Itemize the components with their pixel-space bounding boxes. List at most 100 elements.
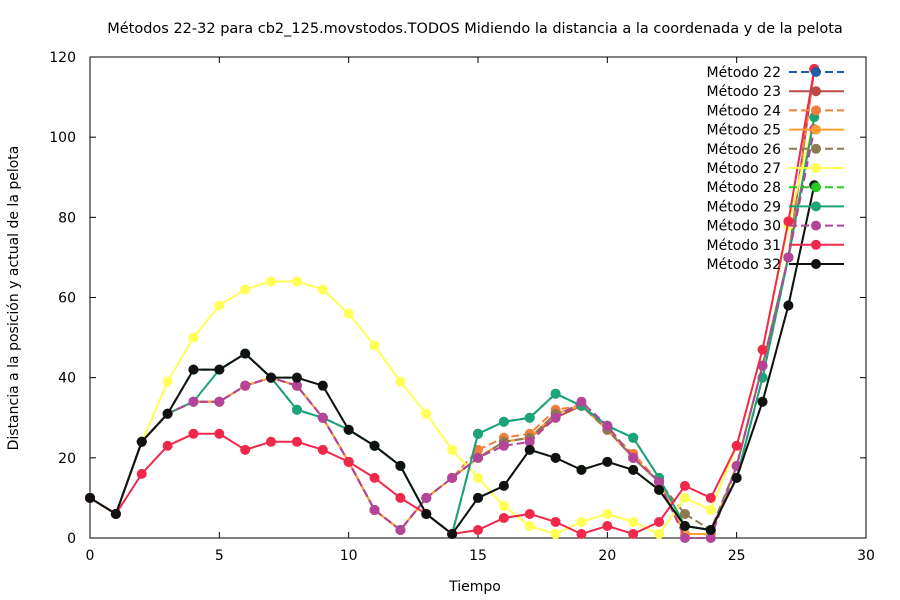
x-tick-label: 5	[215, 548, 224, 564]
data-point	[705, 504, 716, 515]
data-point	[524, 508, 535, 519]
data-point	[473, 524, 483, 535]
data-point	[395, 376, 406, 387]
data-point	[447, 444, 458, 455]
legend-swatch-marker	[811, 124, 821, 135]
legend-label: Método 23	[707, 84, 781, 100]
data-point	[550, 528, 561, 539]
y-tick-label: 20	[58, 451, 76, 467]
data-point	[731, 440, 742, 451]
data-point	[705, 524, 716, 535]
data-point	[628, 452, 639, 463]
data-point	[757, 344, 768, 355]
data-point	[214, 428, 225, 439]
series-layer	[85, 64, 820, 543]
data-point	[162, 376, 173, 387]
data-point	[110, 508, 121, 519]
legend-swatch-marker	[811, 86, 821, 97]
data-point	[240, 284, 251, 295]
legend-label: Método 24	[707, 103, 782, 119]
legend-item: Método 24	[707, 103, 844, 119]
data-point	[473, 452, 483, 463]
data-point	[473, 472, 483, 483]
data-point	[602, 420, 613, 431]
data-point	[291, 404, 302, 415]
data-point	[602, 520, 613, 531]
data-point	[343, 308, 354, 319]
legend-swatch-marker	[811, 201, 821, 212]
data-point	[654, 528, 665, 539]
x-tick-label: 0	[86, 548, 95, 564]
data-point	[188, 364, 199, 375]
y-tick-label: 40	[58, 371, 76, 387]
data-point	[266, 436, 277, 447]
axes: 0 5 10 15 20 25 30 0 20 40 60 80 100 120	[49, 50, 875, 564]
data-point	[654, 516, 665, 527]
data-point	[317, 444, 328, 455]
data-point	[421, 508, 432, 519]
data-point	[473, 428, 483, 439]
data-point	[421, 492, 432, 503]
data-point	[602, 508, 613, 519]
data-point	[395, 460, 406, 471]
legend-label: Método 28	[707, 180, 781, 196]
data-point	[498, 500, 509, 511]
data-point	[498, 440, 509, 451]
legend-swatch-marker	[811, 67, 821, 77]
data-point	[524, 520, 535, 531]
x-tick-label: 20	[598, 548, 616, 564]
data-point	[317, 380, 328, 391]
series-line	[89, 68, 816, 536]
data-point	[136, 468, 147, 479]
legend-label: Método 31	[707, 238, 781, 254]
data-point	[291, 372, 302, 383]
legend-item: Método 30	[707, 219, 844, 235]
x-tick-label: 25	[728, 548, 746, 564]
data-point	[240, 444, 251, 455]
data-point	[447, 472, 458, 483]
data-point	[628, 528, 639, 539]
y-tick-label: 0	[67, 531, 76, 547]
legend-swatch-marker	[811, 259, 821, 269]
legend-item: Método 26	[707, 142, 844, 158]
legend-label: Método 25	[707, 123, 781, 139]
data-point	[343, 424, 354, 435]
data-point	[369, 340, 380, 351]
data-point	[783, 300, 794, 311]
legend-label: Método 30	[707, 219, 781, 235]
data-point	[421, 408, 432, 419]
data-point	[524, 436, 535, 447]
data-point	[395, 492, 406, 503]
data-point	[214, 364, 225, 375]
data-point	[343, 456, 354, 467]
data-point	[162, 440, 173, 451]
data-point	[291, 436, 302, 447]
data-point	[498, 416, 509, 427]
data-point	[679, 533, 690, 543]
data-point	[576, 396, 587, 407]
legend-swatch-marker	[811, 239, 821, 250]
legend-label: Método 32	[707, 257, 781, 273]
data-point	[498, 480, 509, 491]
legend-label: Método 26	[707, 142, 782, 158]
legend-swatch-marker	[811, 182, 821, 193]
data-point	[550, 412, 561, 423]
data-point	[85, 492, 95, 503]
data-point	[473, 492, 483, 503]
legend-label: Método 29	[707, 199, 781, 215]
data-point	[550, 452, 561, 463]
legend-swatch-marker	[811, 143, 821, 154]
series-line	[89, 116, 816, 532]
data-point	[266, 276, 277, 287]
data-point	[550, 516, 561, 527]
data-point	[757, 360, 768, 371]
data-point	[369, 440, 380, 451]
data-point	[214, 300, 225, 311]
x-tick-label: 10	[340, 548, 358, 564]
data-point	[162, 408, 173, 419]
data-point	[602, 456, 613, 467]
y-axis-label: Distancia a la posición y actual de la p…	[6, 146, 22, 451]
x-axis-label: Tiempo	[448, 579, 501, 595]
legend-swatch-marker	[811, 105, 821, 116]
